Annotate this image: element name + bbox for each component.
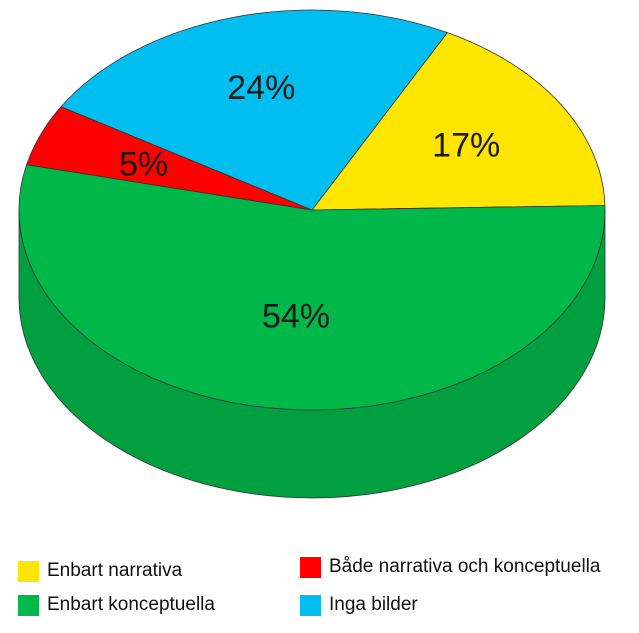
legend-swatch-enbart-narrativa <box>18 560 39 582</box>
pie-label-enbart-konceptuella: 54% <box>262 297 330 335</box>
legend-swatch-enbart-konceptuella <box>18 594 39 616</box>
pie-slice-enbart-narrativa <box>311 32 606 211</box>
pie-label-inga-bilder: 24% <box>227 69 295 107</box>
legend-label-inga-bilder: Inga bilder <box>329 594 418 615</box>
pie-slice-inga-bilder <box>60 9 448 211</box>
legend: Enbart narrativa Både narrativa och konc… <box>0 548 639 628</box>
pie-label-bade-narrativa-och-konceptuella: 5% <box>119 145 168 183</box>
legend-swatch-bade-narrativa-och-konceptuella <box>300 556 321 578</box>
legend-item-inga-bilder: Inga bilder <box>300 592 418 618</box>
pie-chart: 17% 54% 5% 24% <box>18 9 606 499</box>
legend-label-enbart-narrativa: Enbart narrativa <box>47 560 183 581</box>
legend-item-enbart-konceptuella: Enbart konceptuella <box>18 592 215 618</box>
legend-item-enbart-narrativa: Enbart narrativa <box>18 558 182 584</box>
legend-item-bade-narrativa-och-konceptuella: Både narrativa och konceptuella <box>300 554 600 580</box>
pie-slice-enbart-konceptuella <box>18 164 606 411</box>
legend-swatch-inga-bilder <box>300 594 321 616</box>
pie-label-enbart-narrativa: 17% <box>432 127 500 165</box>
legend-label-enbart-konceptuella: Enbart konceptuella <box>47 594 215 615</box>
legend-label-bade-narrativa-och-konceptuella: Både narrativa och konceptuella <box>329 556 601 577</box>
